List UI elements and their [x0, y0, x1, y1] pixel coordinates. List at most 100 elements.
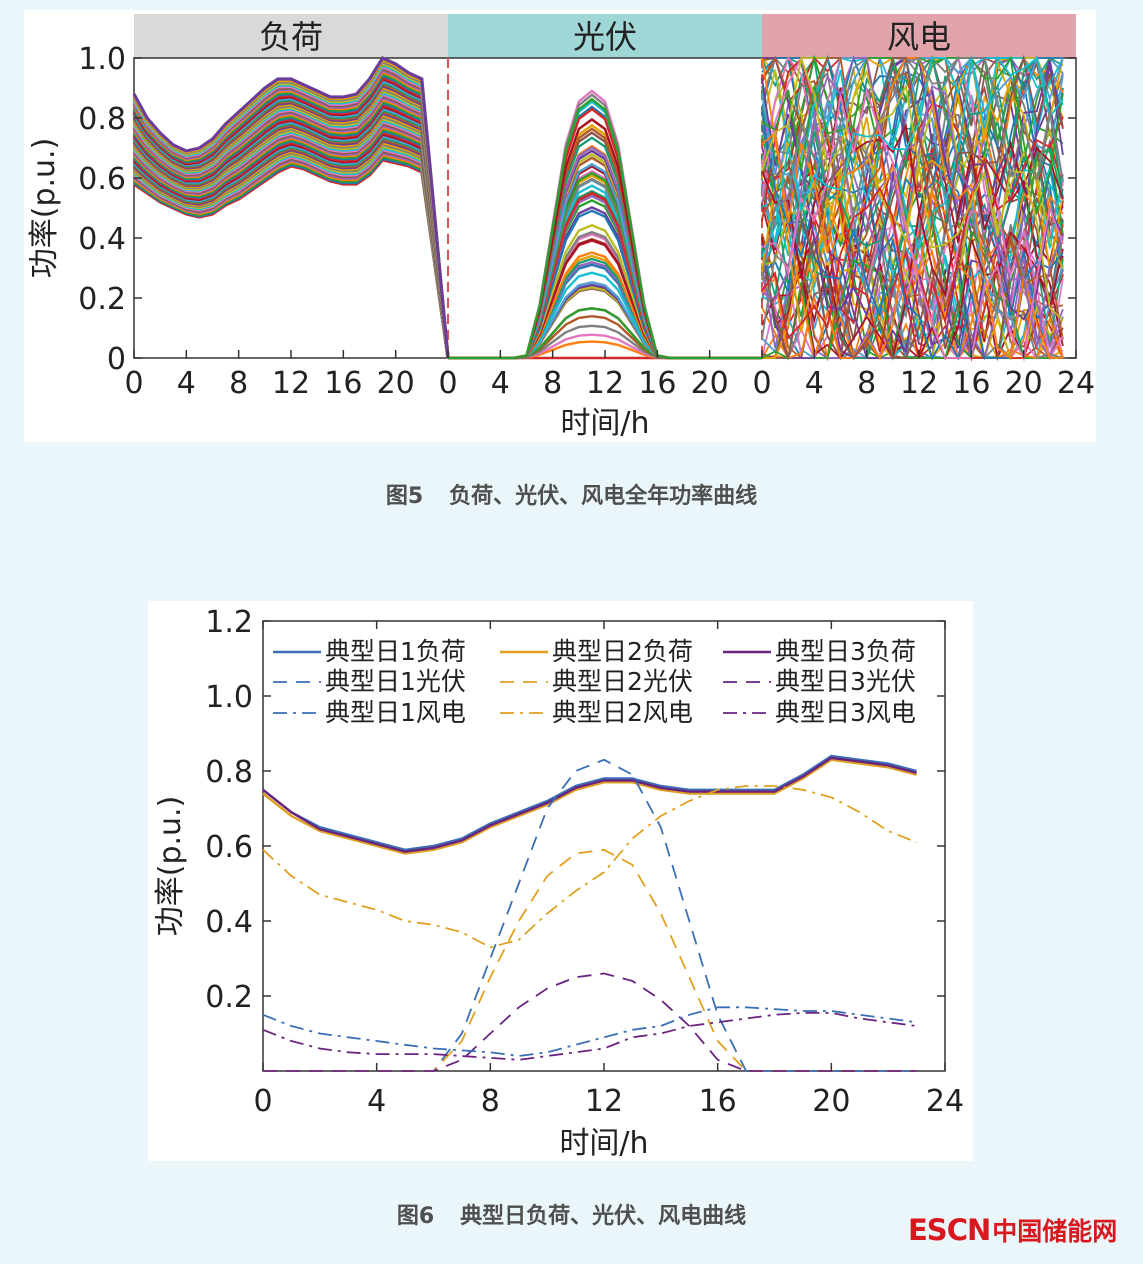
y-tick-label: 1.0 — [78, 42, 126, 77]
wind-curve — [761, 56, 1064, 280]
wind-curve — [761, 55, 1064, 248]
y-tick-label: 0.4 — [78, 222, 126, 257]
panel-header-label-1: 光伏 — [573, 18, 637, 56]
load-curve — [132, 55, 450, 359]
legend-label-6: 典型日1风电 — [325, 698, 466, 727]
y-tick-label: 0.4 — [205, 905, 253, 940]
figure5-caption: 图5 负荷、光伏、风电全年功率曲线 — [0, 478, 1143, 510]
watermark-cjk: 中国储能网 — [992, 1217, 1118, 1246]
legend-label-3: 典型日1光伏 — [325, 667, 466, 696]
x-tick-label: 12 — [272, 366, 310, 401]
x-tick-label: 4 — [491, 366, 510, 401]
figure5-caption-number: 图5 — [385, 484, 424, 509]
pv-curve — [448, 184, 762, 360]
series-line-5 — [263, 972, 917, 1072]
series-line-8 — [262, 1012, 917, 1061]
x-tick-label: 12 — [585, 1084, 623, 1119]
x-tick-label: 16 — [699, 1084, 737, 1119]
y-tick-label: 1.0 — [205, 680, 253, 715]
figure6-caption-text: 典型日负荷、光伏、风电曲线 — [460, 1204, 747, 1229]
pv-curve — [448, 281, 762, 360]
x-tick-label: 20 — [812, 1084, 850, 1119]
y-axis-label: 功率(p.u.) — [27, 138, 62, 279]
escn-watermark-logo[interactable]: ESCN 中国储能网 — [908, 1208, 1117, 1252]
panel-header-label-0: 负荷 — [259, 18, 323, 56]
legend-label-8: 典型日3风电 — [775, 698, 916, 727]
x-tick-label: 0 — [438, 366, 457, 401]
curve-bundle — [132, 54, 1064, 362]
x-tick-label: 8 — [481, 1084, 500, 1119]
wind-curve — [761, 196, 1064, 360]
wind-curve — [761, 57, 1063, 360]
x-tick-label: 12 — [586, 366, 624, 401]
x-tick-label: 20 — [377, 366, 415, 401]
series-line-6 — [262, 1006, 917, 1057]
series-line-1 — [262, 758, 917, 855]
panel-header-label-2: 风电 — [887, 18, 951, 56]
x-tick-label: 8 — [229, 366, 248, 401]
y-tick-label: 0.2 — [78, 282, 126, 317]
figure6-caption: 图6 典型日负荷、光伏、风电曲线 — [0, 1198, 1143, 1230]
x-tick-label: 4 — [177, 366, 196, 401]
wind-curve — [761, 54, 1064, 258]
y-axis-label: 功率(p.u.) — [153, 796, 188, 937]
x-tick-label: 24 — [1057, 366, 1095, 401]
pv-curve — [448, 199, 762, 360]
x-axis-label: 时间/h — [560, 406, 649, 441]
series-line-2 — [262, 756, 917, 853]
series-line-7 — [262, 785, 917, 949]
x-tick-label: 4 — [367, 1084, 386, 1119]
y-tick-label: 0.2 — [205, 980, 253, 1015]
pv-curve — [448, 232, 762, 360]
legend-label-0: 典型日1负荷 — [325, 637, 466, 666]
x-tick-label: 24 — [926, 1084, 964, 1119]
pv-curve — [448, 230, 762, 360]
pv-curve — [448, 286, 762, 360]
x-tick-label: 0 — [752, 366, 771, 401]
legend-label-4: 典型日2光伏 — [552, 667, 693, 696]
wind-curve — [761, 54, 1064, 257]
wind-curve — [761, 57, 1064, 257]
figure5-caption-text: 负荷、光伏、风电全年功率曲线 — [449, 484, 758, 509]
series-line-4 — [263, 848, 917, 1072]
panel-header-2 — [762, 14, 1076, 58]
wind-curve — [761, 54, 1064, 332]
pv-curve — [448, 287, 762, 360]
x-tick-label: 16 — [952, 366, 990, 401]
x-tick-label: 4 — [805, 366, 824, 401]
legend-label-2: 典型日3负荷 — [775, 637, 916, 666]
y-tick-label: 0.8 — [78, 102, 126, 137]
figure6-caption-number: 图6 — [396, 1204, 435, 1229]
x-tick-label: 8 — [543, 366, 562, 401]
legend-label-7: 典型日2风电 — [552, 698, 693, 727]
x-tick-label: 20 — [691, 366, 729, 401]
legend-label-5: 典型日3光伏 — [775, 667, 916, 696]
series-group — [262, 754, 917, 1072]
wind-curve — [761, 86, 1064, 361]
panel-header-0 — [134, 14, 448, 58]
wind-curve — [761, 116, 1064, 359]
figure5-panel: 负荷 光伏 风电 0 0.2 0.4 0.6 0.8 1.0 0 4 8 12 16 20 0 4 8 12 16 20… — [24, 10, 1096, 442]
x-tick-label: 12 — [900, 366, 938, 401]
wind-curve — [761, 57, 1064, 348]
y-tick-label: 0.6 — [78, 162, 126, 197]
wind-curve — [761, 55, 1064, 216]
panel-header-1 — [448, 14, 762, 58]
x-tick-label: 0 — [124, 366, 143, 401]
x-tick-label: 16 — [638, 366, 676, 401]
legend-label-1: 典型日2负荷 — [552, 637, 693, 666]
series-line-0 — [262, 754, 917, 852]
x-tick-label: 0 — [253, 1084, 272, 1119]
series-line-3 — [263, 758, 917, 1072]
x-axis-label: 时间/h — [559, 1126, 648, 1161]
wind-curve — [761, 55, 1064, 194]
y-tick-label: 0.8 — [205, 755, 253, 790]
pv-curve — [448, 283, 762, 360]
y-tick-label: 0 — [107, 342, 126, 377]
y-tick-label: 0.6 — [205, 830, 253, 865]
x-tick-label: 20 — [1005, 366, 1043, 401]
y-tick-label: 1.2 — [205, 605, 253, 640]
figure6-panel: 典型日1负荷 典型日2负荷 典型日3负荷典型日1光伏 典型日2光伏 典型日3光伏典型日1… — [148, 601, 973, 1161]
